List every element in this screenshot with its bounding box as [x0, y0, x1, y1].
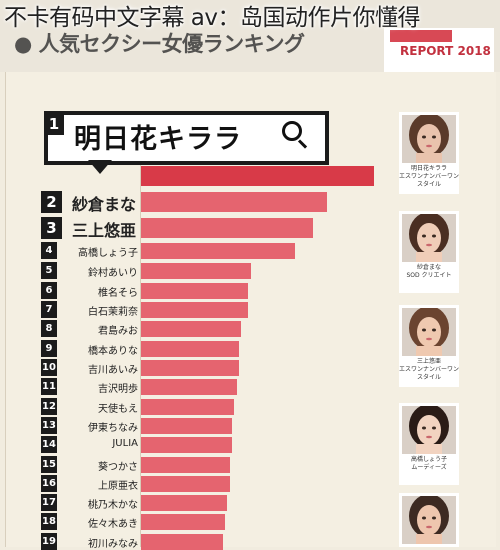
rank-name-8: 君島みお	[98, 326, 138, 337]
rank-name-3: 三上悠亜	[71, 221, 136, 240]
bar-rank-5	[141, 263, 251, 279]
top1-callout-tail	[88, 160, 112, 174]
rank-name-13: 伊東ちなみ	[88, 423, 138, 434]
photo-caption: 高橋しょう子 ムーディーズ	[410, 456, 447, 471]
rank-badge-5: 5	[41, 262, 57, 279]
rank-badge-10: 10	[41, 359, 57, 376]
portrait-photo	[402, 214, 456, 262]
bar-rank-6	[141, 283, 248, 299]
rank-name-14: JULIA	[112, 438, 138, 449]
bar-rank-14	[141, 437, 232, 453]
photo-card-3: 三上悠亜 エスワンナンバーワン スタイル	[399, 305, 459, 387]
rank-badge-9: 9	[41, 340, 57, 357]
rank-badge-19: 19	[41, 533, 57, 550]
bar-rank-9	[141, 341, 239, 357]
bar-rank-3	[141, 218, 313, 238]
photo-caption: 紗倉まな SOD クリエイト	[406, 264, 452, 279]
portrait-photo	[402, 496, 456, 544]
rank-name-5: 鈴村あいり	[88, 268, 138, 279]
ranking-subtitle: ● 人気セクシー女優ランキング	[14, 32, 305, 56]
bar-rank-15	[141, 457, 230, 473]
bar-rank-18	[141, 514, 225, 530]
rank-badge-17: 17	[41, 494, 57, 511]
rank-name-9: 橋本ありな	[88, 346, 138, 357]
rank-name-17: 桃乃木かな	[88, 500, 138, 511]
rank-name-16: 上原亜衣	[98, 481, 138, 492]
portrait-photo	[402, 308, 456, 356]
top1-rank-badge: 1	[44, 113, 64, 135]
bar-rank-19	[141, 534, 223, 550]
portrait-photo	[402, 115, 456, 163]
bar-rank-12	[141, 399, 234, 415]
bar-rank-11	[141, 379, 237, 395]
photo-card-5	[399, 493, 459, 547]
rank-badge-14: 14	[41, 436, 57, 453]
bar-rank-2	[141, 192, 327, 212]
bar-rank-13	[141, 418, 232, 434]
search-icon	[282, 121, 302, 141]
rank-name-7: 白石茉莉奈	[88, 307, 138, 318]
rank-badge-12: 12	[41, 398, 57, 415]
rank-badge-7: 7	[41, 301, 57, 318]
rank-name-10: 吉川あいみ	[88, 365, 138, 376]
rank-name-2: 紗倉まな	[71, 195, 136, 214]
rank-badge-8: 8	[41, 320, 57, 337]
rank-name-4: 高橋しょう子	[78, 248, 138, 259]
portrait-photo	[402, 406, 456, 454]
rank-name-19: 初川みなみ	[88, 539, 138, 550]
bar-rank-10	[141, 360, 239, 376]
rank-name-12: 天使もえ	[98, 404, 138, 415]
report-box: REPORT 2018	[384, 28, 494, 72]
bar-rank-4	[141, 243, 295, 259]
rank-badge-16: 16	[41, 475, 57, 492]
photo-card-4: 高橋しょう子 ムーディーズ	[399, 403, 459, 485]
bar-rank-17	[141, 495, 227, 511]
rank-badge-4: 4	[41, 242, 57, 259]
rank-name-15: 葵つかさ	[98, 462, 138, 473]
bar-rank-7	[141, 302, 248, 318]
top1-name: 明日花キララ	[74, 124, 242, 155]
photo-caption: 三上悠亜 エスワンナンバーワン スタイル	[399, 358, 460, 381]
bar-rank-8	[141, 321, 241, 337]
overlay-title: 不卡有码中文字幕 av：岛国动作片你懂得	[4, 5, 421, 31]
bar-baseline	[140, 165, 141, 547]
report-label: REPORT 2018	[400, 44, 491, 58]
rank-badge-11: 11	[41, 378, 57, 395]
rank-name-18: 佐々木あき	[88, 519, 138, 530]
photo-card-2: 紗倉まな SOD クリエイト	[399, 211, 459, 293]
rank-badge-15: 15	[41, 456, 57, 473]
bar-rank-1	[141, 166, 374, 186]
rank-name-11: 吉沢明歩	[98, 384, 138, 395]
rank-badge-18: 18	[41, 513, 57, 530]
bar-rank-16	[141, 476, 230, 492]
rank-badge-6: 6	[41, 282, 57, 299]
report-logo-badge	[390, 30, 452, 42]
photo-card-1: 明日花キララ エスワンナンバーワン スタイル	[399, 112, 459, 194]
rank-badge-2: 2	[41, 191, 62, 213]
top1-callout	[44, 111, 329, 165]
rank-badge-3: 3	[41, 217, 62, 239]
rank-badge-13: 13	[41, 417, 57, 434]
photo-caption: 明日花キララ エスワンナンバーワン スタイル	[399, 165, 460, 188]
rank-name-6: 椎名そら	[98, 288, 138, 299]
